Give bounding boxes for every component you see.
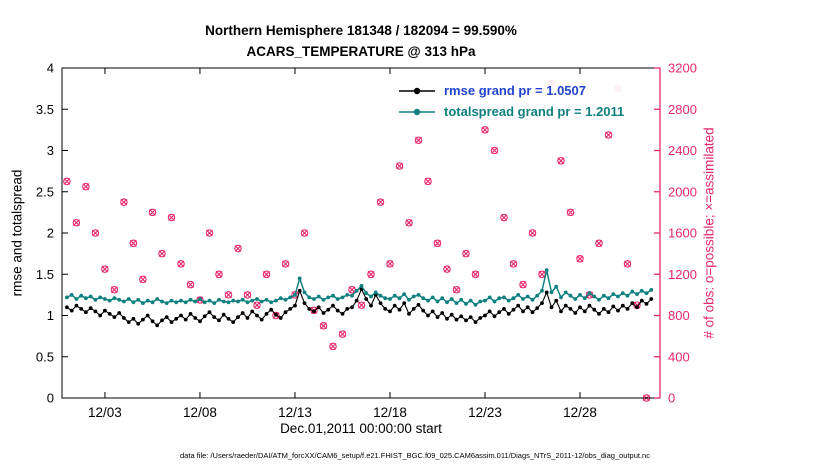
legend-item-rmse: rmse grand pr = 1.0507 (397, 80, 624, 101)
y-right-tick-label: 2800 (668, 102, 697, 117)
y-left-tick-label: 4 (47, 61, 54, 76)
y-left-tick-label: 0 (47, 391, 54, 406)
legend-label-rmse: rmse grand pr = 1.0507 (444, 83, 586, 98)
x-tick-label: 12/23 (468, 405, 502, 420)
legend-item-totalspread: totalspread grand pr = 1.2011 (397, 101, 624, 122)
y-left-tick-label: 1 (47, 308, 54, 323)
y-left-tick-label: 1.5 (36, 267, 54, 282)
y-left-tick-label: 2.5 (36, 184, 54, 199)
x-tick-label: 12/18 (373, 405, 407, 420)
x-axis-label: Dec.01,2011 00:00:00 start (280, 421, 442, 436)
legend-line-sample-totalspread (399, 108, 435, 115)
series-line-rmse (66, 287, 652, 327)
obs-markers (63, 79, 651, 402)
y-right-tick-label: 2400 (668, 143, 697, 158)
y-left-tick-label: 0.5 (36, 349, 54, 364)
y-left-tick-label: 3 (47, 143, 54, 158)
y-left-tick-label: 2 (47, 226, 54, 241)
y-axis-label-left: rmse and totalspread (9, 169, 25, 297)
x-tick-label: 12/28 (563, 405, 597, 420)
data-file-caption: data file: /Users/raeder/DAI/ATM_forcXX/… (180, 451, 650, 460)
y-right-tick-label: 1600 (668, 226, 697, 241)
x-tick-label: 12/03 (88, 405, 122, 420)
y-left-tick-label: 3.5 (36, 102, 54, 117)
chart-subtitle: ACARS_TEMPERATURE @ 313 hPa (246, 44, 476, 59)
y-right-tick-label: 2000 (668, 184, 697, 199)
series-markers-rmse (65, 287, 654, 328)
y-right-tick-label: 0 (668, 391, 675, 406)
y-right-tick-label: 1200 (668, 267, 697, 282)
series-markers-totalspread (65, 268, 654, 307)
y-right-tick-label: 400 (668, 349, 690, 364)
y-axis-label-right: # of obs: o=possible; ×=assimilated (701, 127, 717, 339)
series-line-totalspread (66, 269, 652, 306)
legend-label-totalspread: totalspread grand pr = 1.2011 (444, 104, 625, 119)
x-tick-label: 12/13 (278, 405, 312, 420)
x-tick-label: 12/08 (183, 405, 217, 420)
chart-title: Northern Hemisphere 181348 / 182094 = 99… (205, 23, 517, 38)
legend: rmse grand pr = 1.0507 totalspread grand… (393, 78, 629, 124)
y-right-tick-label: 3200 (668, 61, 697, 76)
y-right-tick-label: 800 (668, 308, 690, 323)
legend-line-sample-rmse (399, 87, 435, 94)
